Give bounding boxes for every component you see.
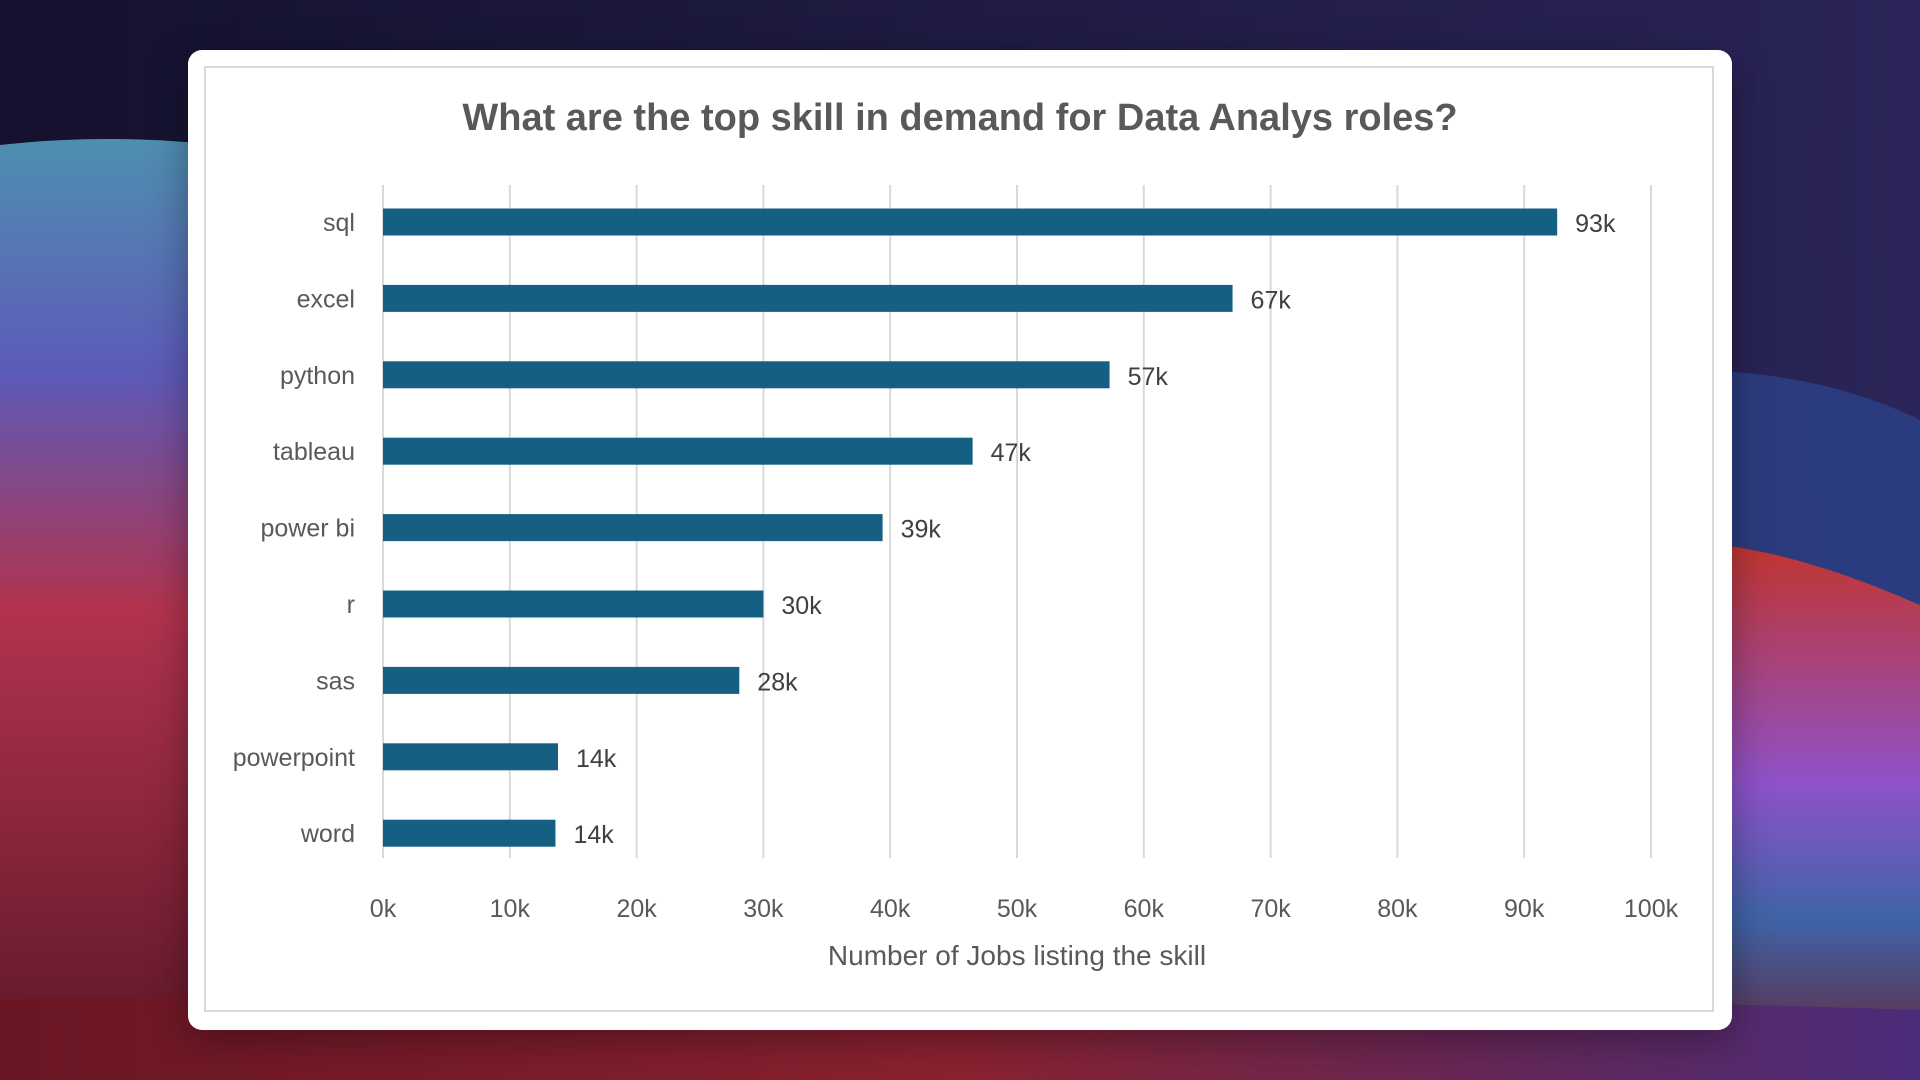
bars — [383, 208, 1558, 847]
bar-sql — [383, 208, 1558, 236]
data-label: 93k — [1575, 210, 1616, 238]
data-label: 14k — [576, 745, 617, 773]
bar-power-bi — [383, 514, 883, 542]
x-tick-label: 90k — [1504, 895, 1545, 923]
x-axis-label: Number of Jobs listing the skill — [828, 940, 1206, 971]
bar-python — [383, 361, 1110, 389]
bar-r — [383, 590, 764, 618]
data-labels: 93k 67k 57k 47k 39k 30k 28k 14k 14k — [573, 210, 1616, 849]
x-tick-label: 10k — [490, 895, 531, 923]
bar-chart: What are the top skill in demand for Dat… — [233, 97, 1679, 971]
x-axis-ticks: 0k 10k 20k 30k 40k 50k 60k 70k 80k 90k 100k — [370, 895, 1679, 923]
x-tick-label: 40k — [870, 895, 911, 923]
category-label: powerpoint — [233, 744, 355, 772]
bar-sas — [383, 666, 740, 694]
bar-powerpoint — [383, 743, 558, 771]
x-tick-label: 70k — [1250, 895, 1291, 923]
data-label: 67k — [1251, 286, 1292, 314]
chart-area-border — [204, 66, 1714, 1012]
bar-word — [383, 819, 556, 847]
bar-tableau — [383, 437, 973, 465]
data-label: 57k — [1128, 363, 1169, 391]
category-label: power bi — [261, 515, 356, 543]
x-tick-label: 50k — [997, 895, 1038, 923]
x-tick-label: 60k — [1124, 895, 1165, 923]
category-label: tableau — [273, 438, 355, 466]
chart-card: What are the top skill in demand for Dat… — [188, 50, 1732, 1030]
data-label: 14k — [573, 821, 614, 849]
bar-excel — [383, 284, 1233, 312]
x-tick-label: 30k — [743, 895, 784, 923]
category-label: sql — [323, 209, 355, 237]
category-label: word — [300, 820, 355, 848]
data-label: 39k — [901, 516, 942, 544]
data-label: 30k — [781, 592, 822, 620]
category-label: sas — [316, 667, 355, 695]
category-label: excel — [297, 285, 355, 313]
category-labels: sql excel python tableau power bi r sas powerpo… — [233, 209, 355, 848]
x-tick-label: 20k — [616, 895, 657, 923]
category-label: r — [347, 591, 355, 619]
category-label: python — [280, 362, 355, 390]
data-label: 47k — [991, 439, 1032, 467]
chart-title: What are the top skill in demand for Dat… — [462, 97, 1457, 139]
x-tick-label: 80k — [1377, 895, 1418, 923]
data-label: 28k — [757, 668, 798, 696]
x-tick-label: 100k — [1624, 895, 1679, 923]
x-tick-label: 0k — [370, 895, 397, 923]
